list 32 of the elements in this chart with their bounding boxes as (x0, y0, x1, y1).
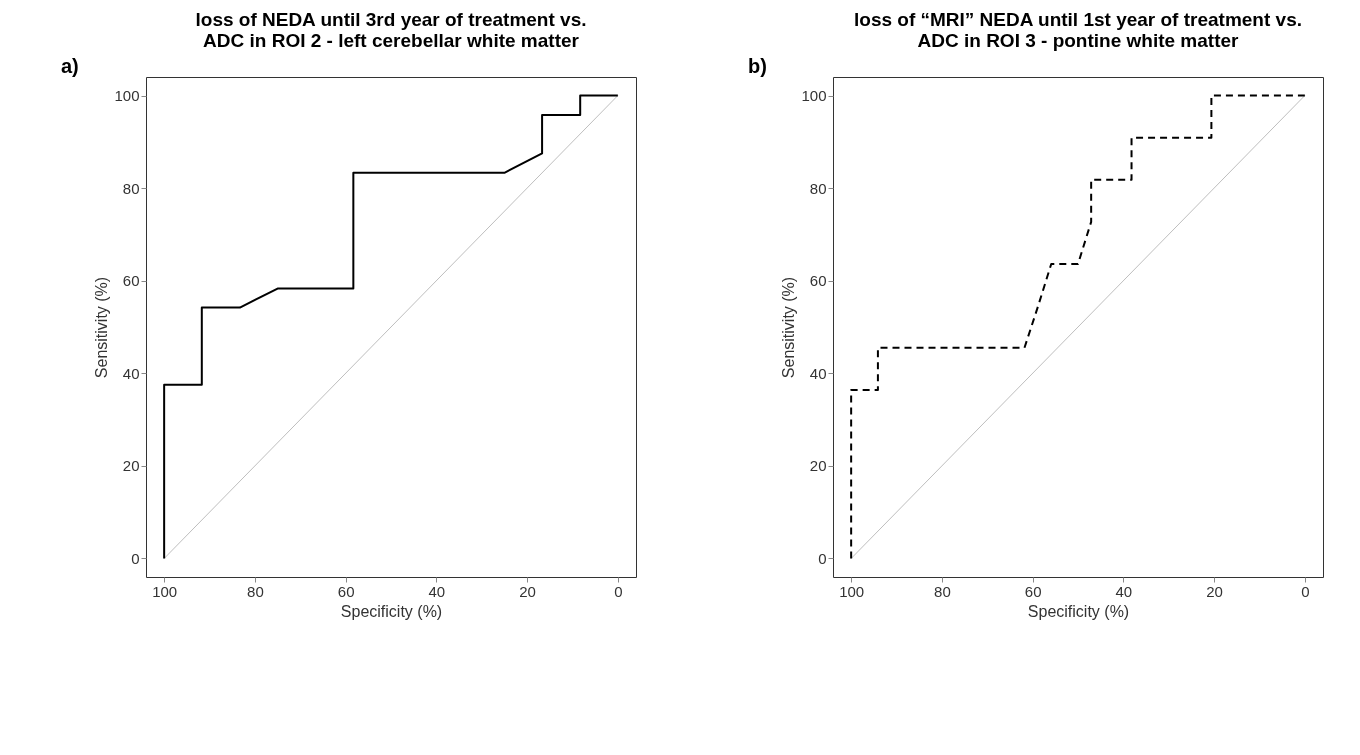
y-tick-label: 20 (809, 457, 827, 475)
x-tick-label: 40 (1115, 582, 1133, 600)
chart-title: loss of NEDA until 3rd year of treatment vs. ADC in ROI 2 - left cerebellar white matter (195, 9, 587, 51)
text: a) (61, 55, 79, 77)
y-axis-title: Sensitivity (%) (780, 276, 798, 379)
y-tick-label: 80 (122, 179, 140, 197)
x-tick-label: 80 (247, 582, 264, 600)
x-tick-label: 40 (428, 582, 446, 600)
x-tick-label: 20 (1206, 582, 1223, 600)
x-tick-label: 80 (934, 582, 951, 600)
y-axis-title: Sensitivity (%) (93, 276, 111, 379)
y-tick-label: 60 (122, 272, 140, 290)
text: b) (748, 55, 767, 77)
x-tick-label: 100 (152, 582, 178, 600)
x-tick-label: 0 (1301, 582, 1310, 600)
y-tick-label: 40 (809, 364, 827, 382)
y-tick-label: 100 (801, 87, 827, 105)
x-axis-title: Specificity (%) (340, 602, 443, 620)
y-tick-label: 0 (131, 549, 140, 567)
x-tick-label: 60 (1024, 582, 1042, 600)
y-tick-label: 0 (818, 549, 827, 567)
y-tick-label: 20 (122, 457, 140, 475)
chart-title: loss of “MRI” NEDA until 1st year of treatment vs. ADC in ROI 3 - pontine white matter (854, 9, 1302, 51)
x-tick-label: 60 (337, 582, 355, 600)
x-axis-title: Specificity (%) (1027, 602, 1130, 620)
y-tick-label: 100 (114, 87, 140, 105)
y-tick-label: 60 (809, 272, 827, 290)
y-tick-label: 40 (122, 364, 140, 382)
x-tick-label: 20 (519, 582, 536, 600)
y-tick-label: 80 (809, 179, 827, 197)
x-tick-label: 0 (614, 582, 623, 600)
x-tick-label: 100 (839, 582, 865, 600)
